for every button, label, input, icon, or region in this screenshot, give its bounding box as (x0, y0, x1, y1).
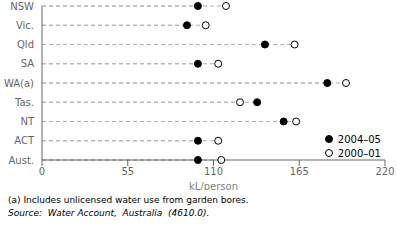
svg-text:Vic.: Vic. (16, 20, 34, 31)
svg-text:NSW: NSW (10, 1, 34, 12)
svg-text:55: 55 (121, 166, 134, 177)
svg-text:Tas.: Tas. (14, 97, 34, 108)
svg-text:SA: SA (21, 58, 35, 69)
svg-text:0: 0 (39, 166, 45, 177)
svg-text:NT: NT (20, 116, 34, 127)
svg-text:kL/person: kL/person (189, 181, 238, 190)
svg-text:220: 220 (375, 166, 394, 177)
svg-text:165: 165 (290, 166, 309, 177)
html-text:2004–05: 2004–05 (337, 133, 381, 145)
html-text:2000–01: 2000–01 (337, 147, 381, 158)
svg-text:Qld: Qld (17, 39, 34, 50)
svg-text:ACT: ACT (14, 135, 35, 146)
html-text:(a) Includes unlicensed water: (a) Includes unlicensed water use from g… (8, 195, 249, 205)
svg-text:Aust.: Aust. (9, 155, 35, 166)
svg-text:WA(a): WA(a) (4, 78, 34, 89)
svg-text:110: 110 (204, 166, 223, 177)
html-text:Source: Water Account, Austral: Source: Water Account, Australia (4610.0… (8, 208, 210, 218)
